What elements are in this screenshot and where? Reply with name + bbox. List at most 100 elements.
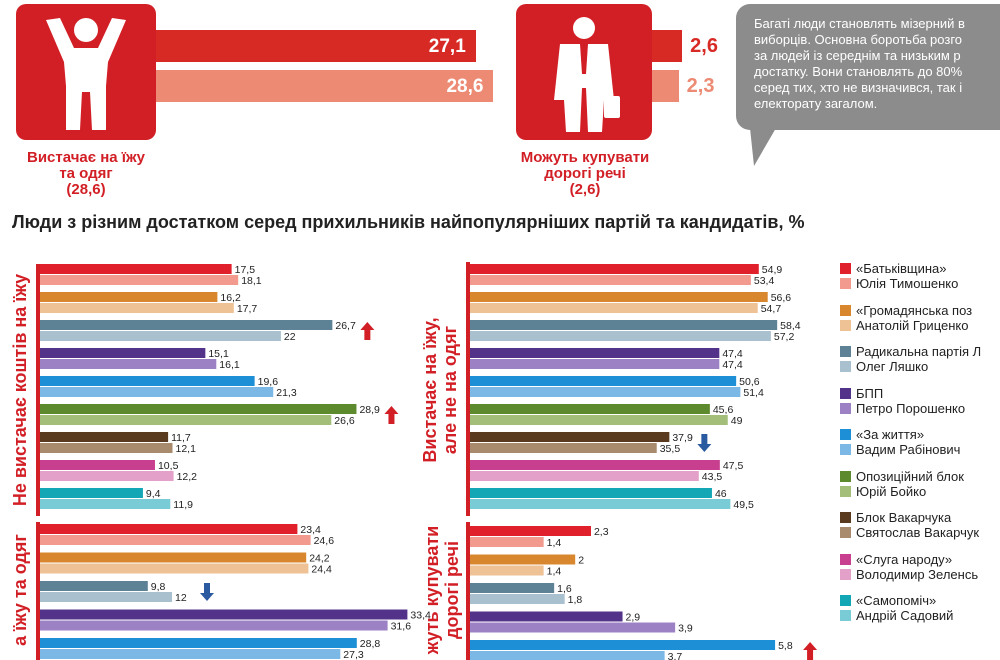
legend-candidate: Володимир Зеленсь: [856, 566, 979, 582]
panel-1-candidate-value: 17,7: [237, 303, 258, 315]
panel-1-candidate-value: 18,1: [241, 275, 262, 287]
legend-party: БПП: [856, 385, 884, 401]
panel-1-party-value: 17,5: [235, 264, 256, 276]
panel-2-candidate-bar: [470, 499, 731, 509]
panel-2-label: Вистачає на їжу, але не на одяг: [420, 317, 460, 462]
panel-2-candidate-value: 43,5: [702, 471, 723, 483]
arrow-down-icon: [697, 434, 712, 452]
panel-1-party-bar: [40, 292, 218, 302]
panel-1-axis: [36, 264, 40, 516]
panel-1-candidate-bar: [40, 275, 239, 285]
bubble-line: достатку. Вони становлять до 80%: [754, 64, 963, 79]
top-left-caption-line: Вистачає на їжу: [27, 149, 145, 166]
panel-1-candidate-bar: [40, 359, 217, 369]
panel-3-candidate-value: 12: [175, 592, 187, 604]
panel-1-label: Не вистачає коштів на їжу: [10, 274, 30, 506]
legend-swatch: [840, 512, 851, 523]
panel-1-candidate-bar: [40, 499, 171, 509]
legend-candidate: Вадим Рабінович: [856, 442, 961, 457]
legend-swatch: [840, 595, 851, 606]
panel-3-party-value: 9,8: [151, 581, 166, 593]
panel-4-label-line: дорогі речі: [442, 541, 462, 639]
bubble-line: Багаті люди становлять мізерний в: [754, 16, 965, 31]
panel-3-party-bar: [40, 524, 298, 534]
panel-1-party-value: 10,5: [158, 460, 179, 472]
businessman-icon: [554, 17, 620, 132]
panel-1-candidate-value: 16,1: [219, 359, 240, 371]
panel-4-party-value: 2,9: [626, 612, 641, 624]
panel-3-candidate-value: 31,6: [391, 621, 412, 633]
legend-party: «Батьківщина»: [856, 261, 947, 276]
panel-4-party-value: 5,8: [778, 640, 793, 652]
panel-3-party-value: 28,8: [360, 638, 381, 650]
legend-party: Блок Вакарчука: [856, 510, 952, 525]
panel-1-party-bar: [40, 320, 333, 330]
panel-1-party-value: 15,1: [208, 348, 229, 360]
legend-swatch: [840, 319, 851, 331]
panel-4-label: жуть купувати дорогі речі: [422, 526, 462, 655]
panel-2-party-value: 37,9: [672, 432, 693, 444]
panel-4-party-value: 2: [578, 555, 584, 567]
panel-2-candidate-value: 49,5: [733, 499, 754, 511]
panel-3-candidate-value: 24,6: [314, 535, 335, 547]
panel-3-party-bar: [40, 638, 357, 648]
legend-party: Радикальна партія Л: [856, 344, 982, 359]
legend-swatch: [840, 402, 851, 414]
panel-4-candidate-bar: [470, 594, 565, 604]
bubble-line: електорату загалом.: [754, 96, 878, 111]
panel-1-candidate-bar: [40, 415, 332, 425]
top-right-bar-2: [652, 70, 679, 102]
panel-1-party-value: 16,2: [220, 292, 241, 304]
legend-swatch: [840, 485, 851, 497]
panel-1-party-value: 28,9: [359, 404, 380, 416]
panel-3-candidate-bar: [40, 535, 311, 545]
panel-3-candidate-bar: [40, 563, 309, 574]
panel-3-party-value: 24,2: [309, 553, 330, 565]
legend-party: «Громадянська поз: [856, 302, 973, 318]
panel-2-candidate-bar: [470, 331, 771, 341]
top-left-caption: Вистачає на їжу та одяг (28,6): [6, 150, 166, 198]
panel-1-candidate-bar: [40, 387, 274, 397]
legend-candidate: Святослав Вакарчук: [856, 525, 980, 540]
panel-2-party-value: 50,6: [739, 376, 760, 388]
panel-2-candidate-value: 49: [731, 415, 743, 427]
legend-party: Опозиційний блок: [856, 468, 964, 484]
panel-1-candidate-bar: [40, 331, 281, 341]
panel-2-party-value: 45,6: [713, 404, 734, 416]
panel-2-party-value: 47,5: [723, 460, 744, 472]
panel-4-party-bar: [470, 554, 576, 565]
legend-swatch: [840, 568, 851, 580]
legend-party: «Слуга народу»: [856, 551, 953, 567]
panel-2-party-bar: [470, 348, 720, 358]
panel-2-party-value: 47,4: [722, 348, 743, 360]
top-right-caption-line: дорогі речі: [544, 165, 626, 182]
panel-2-party-bar: [470, 376, 737, 386]
panel-2-party-bar: [470, 432, 670, 442]
panel-4-candidate-bar: [470, 651, 665, 660]
legend-candidate: Юрій Бойко: [856, 483, 927, 499]
panel-2-candidate-bar: [470, 415, 728, 425]
panel-2-candidate-value: 54,7: [761, 303, 782, 315]
panel-2-party-bar: [470, 264, 759, 274]
panel-1-party-value: 19,6: [258, 376, 279, 388]
panel-1-party-bar: [40, 348, 206, 358]
panel-4-candidate-value: 1,4: [547, 537, 562, 549]
panel-2-candidate-bar: [470, 359, 720, 369]
legend-swatch: [840, 387, 851, 399]
panel-4-party-bar: [470, 526, 591, 536]
panel-3-label: а їжу та одяг: [10, 534, 30, 646]
speech-bubble-tail: [750, 128, 776, 166]
legend-swatch: [840, 278, 851, 289]
panel-1-candidate-value: 22: [284, 331, 296, 343]
panel-4-party-value: 1,6: [557, 583, 572, 595]
panel-2-candidate-value: 35,5: [660, 443, 681, 455]
panel-3-candidate-value: 27,3: [343, 649, 364, 660]
legend-swatch: [840, 470, 851, 482]
panel-1-party-bar: [40, 376, 255, 386]
panel-2-party-value: 54,9: [762, 264, 783, 276]
panel-2-candidate-bar: [470, 275, 751, 285]
panel-3-candidate-value: 24,4: [311, 564, 332, 576]
legend-swatch: [840, 361, 851, 372]
panel-4-candidate-value: 3,7: [668, 651, 683, 660]
legend-candidate: Юлія Тимошенко: [856, 276, 959, 291]
